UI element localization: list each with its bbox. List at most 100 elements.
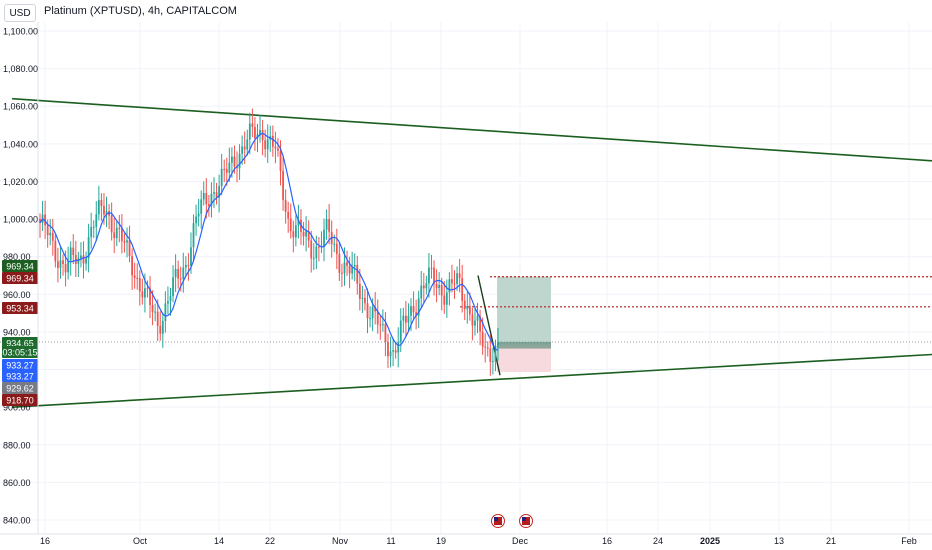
candle-body xyxy=(266,139,269,150)
price-badge-label: 969.34 xyxy=(6,262,34,272)
candle-body xyxy=(156,311,159,326)
candle-body xyxy=(369,318,371,320)
candle-body xyxy=(95,214,98,227)
candle-body xyxy=(238,153,241,169)
candle-body xyxy=(271,135,274,147)
candle-body xyxy=(159,325,162,334)
candle-body xyxy=(220,168,223,187)
price-badge-label: 953.34 xyxy=(6,304,34,314)
price-badge-label: 929.62 xyxy=(6,384,34,394)
candle-body xyxy=(215,192,218,198)
price-badge-bg xyxy=(2,359,38,371)
us-flag-icon[interactable] xyxy=(519,514,533,528)
candle-body xyxy=(325,219,328,230)
moving-average-layer xyxy=(39,132,499,351)
candle-body xyxy=(335,243,338,255)
candle-body xyxy=(435,283,438,289)
candle-body xyxy=(103,206,105,215)
us-flag-icon[interactable] xyxy=(491,514,505,528)
price-badge[interactable]: 969.34 xyxy=(2,272,38,284)
candle-body xyxy=(310,240,313,259)
candle-body xyxy=(381,324,384,326)
flag-canton xyxy=(522,517,526,521)
candle-body xyxy=(376,311,379,325)
price-badge[interactable]: 933.27 xyxy=(2,370,38,382)
candle-body xyxy=(236,166,238,169)
candle-body xyxy=(407,315,410,323)
candle-body xyxy=(182,267,185,280)
candle-body xyxy=(146,288,149,290)
candle-body xyxy=(187,264,190,266)
price-badge[interactable]: 918.70 xyxy=(2,394,38,406)
price-badge[interactable]: 03:05:15 xyxy=(2,346,38,358)
candle-body xyxy=(243,146,246,150)
candle-body xyxy=(74,254,77,264)
candle-body xyxy=(348,265,351,274)
y-tick-label: 940.00 xyxy=(3,327,31,337)
candle-body xyxy=(59,260,62,268)
x-tick-label: 16 xyxy=(40,536,50,546)
drawn-line xyxy=(477,275,501,376)
candle-body xyxy=(57,261,59,268)
candle-body xyxy=(374,306,377,312)
y-tick-label: 1,020.00 xyxy=(3,177,38,187)
price-badge[interactable]: 929.62 xyxy=(2,382,38,394)
candle-body xyxy=(138,277,141,292)
candle-body xyxy=(417,298,420,316)
candle-body xyxy=(82,255,85,264)
candle-body xyxy=(184,264,187,268)
y-tick-label: 1,000.00 xyxy=(3,215,38,225)
candle-body xyxy=(87,237,90,259)
candle-body xyxy=(440,284,443,296)
currency-button[interactable]: USD xyxy=(4,4,36,22)
x-tick-label: 19 xyxy=(436,536,446,546)
price-badge[interactable]: 953.34 xyxy=(2,302,38,314)
candle-body xyxy=(317,246,320,248)
y-tick-label: 1,100.00 xyxy=(3,27,38,37)
candle-body xyxy=(131,256,134,276)
candle-body xyxy=(307,231,310,241)
candle-body xyxy=(430,267,433,269)
candle-body xyxy=(49,232,52,236)
candle-body xyxy=(422,285,425,289)
event-markers[interactable] xyxy=(491,514,533,528)
candle-body xyxy=(443,295,446,305)
candle-body xyxy=(174,269,177,278)
candle-body xyxy=(491,361,494,363)
candle-body xyxy=(289,218,292,232)
price-badge-bg xyxy=(2,382,38,394)
candle-body xyxy=(46,225,49,236)
candle-body xyxy=(100,200,103,207)
candle-body xyxy=(113,232,116,239)
candle-body xyxy=(246,139,249,150)
candle-body xyxy=(404,315,407,323)
candle-body xyxy=(463,300,466,310)
x-tick-label: 24 xyxy=(653,536,663,546)
candle-body xyxy=(192,223,195,248)
price-badge-bg xyxy=(2,260,38,272)
candle-body xyxy=(297,219,300,226)
candle-body xyxy=(366,303,369,319)
candle-body xyxy=(128,240,131,257)
time-axis[interactable]: 16 Oct 14 22 Nov 11 19 Dec 16 24 2025 13 21 Feb xyxy=(0,533,932,546)
price-badge[interactable]: 969.34 xyxy=(2,260,38,272)
candle-body xyxy=(200,199,203,214)
candle-body xyxy=(415,312,418,316)
candle-body xyxy=(389,351,392,357)
candle-body xyxy=(433,267,435,284)
price-axis[interactable]: 840.00860.00880.00900.00920.00940.00960.… xyxy=(2,22,39,534)
price-badge[interactable]: 933.27 xyxy=(2,359,38,371)
candle-body xyxy=(287,211,290,219)
price-badge-bg xyxy=(2,302,38,314)
candle-body xyxy=(54,240,57,262)
trendline xyxy=(12,353,932,408)
candle-body xyxy=(328,219,331,232)
candle-body xyxy=(161,320,164,334)
candle-body xyxy=(213,192,215,194)
candle-body xyxy=(343,262,346,274)
candle-body xyxy=(190,247,192,266)
candle-body xyxy=(279,150,282,171)
stop-zone xyxy=(497,344,551,372)
